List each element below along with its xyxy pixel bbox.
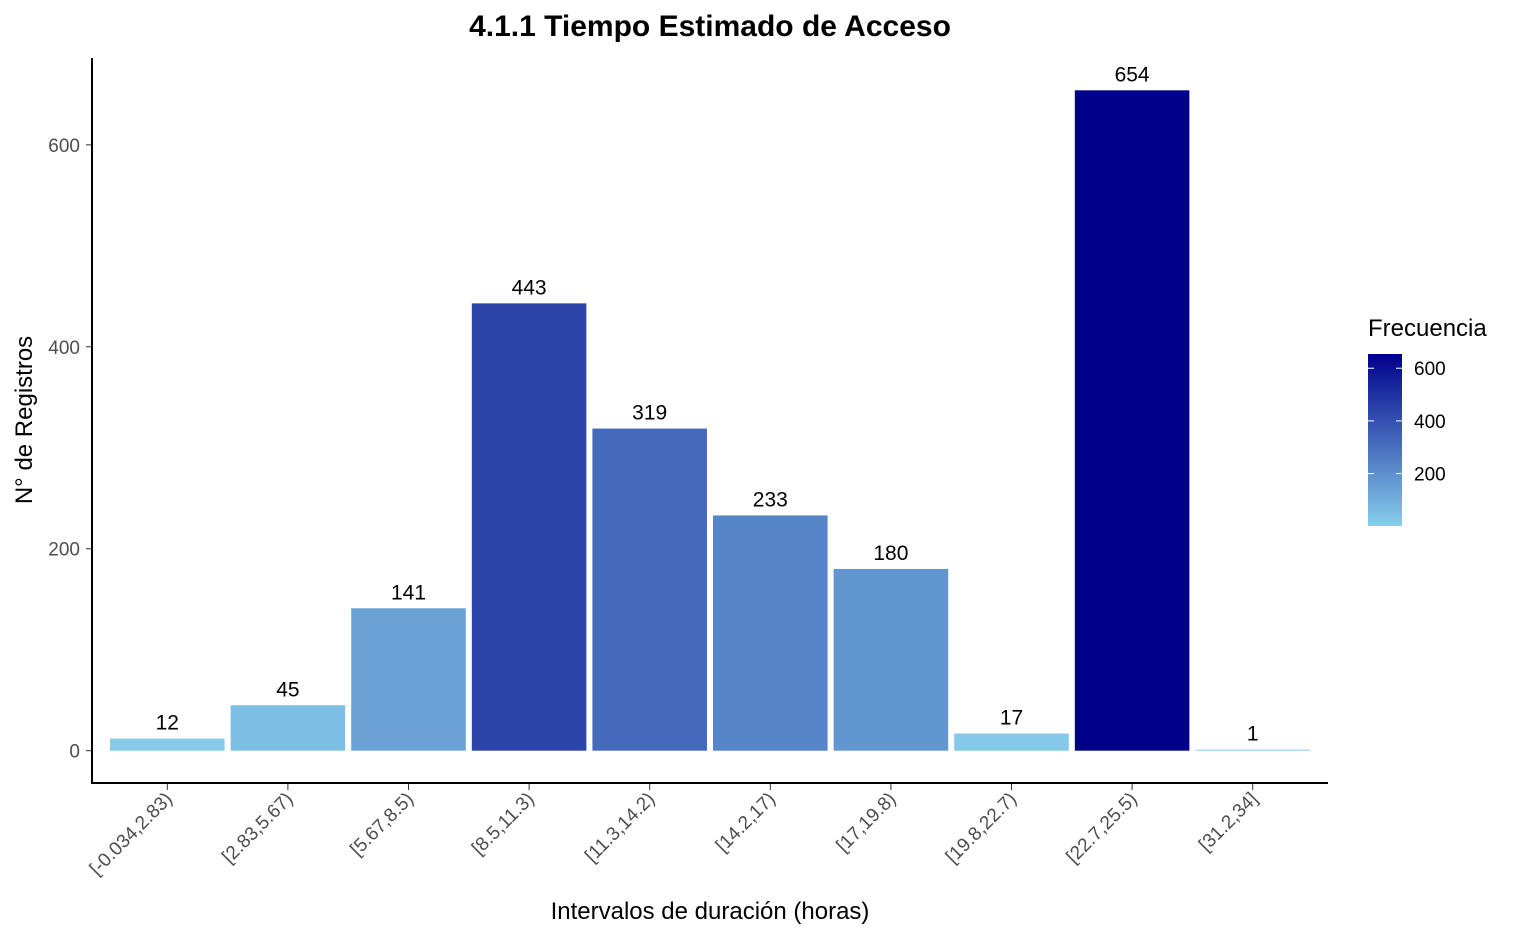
bar-data-label: 654 [1115, 63, 1150, 86]
bars-group [110, 90, 1310, 751]
bar-data-label: 141 [391, 581, 426, 604]
bar [1195, 749, 1310, 751]
x-axis-ticks: [-0.034,2.83) [2.83,5.67) [5.67,8.5) [8.5,1… [86, 784, 1262, 880]
x-tick-label: [8.5,11.3) [468, 789, 539, 860]
bar-data-label: 319 [632, 402, 667, 425]
bar-data-label: 180 [873, 542, 908, 565]
bar [471, 303, 587, 751]
bar-data-label: 233 [753, 488, 788, 511]
y-axis-title: N° de Registros [11, 336, 38, 504]
legend: Frecuencia 200 400 600 [1368, 315, 1487, 526]
legend-ticks: 200 400 600 [1368, 359, 1446, 486]
y-tick-label: 600 [48, 136, 80, 157]
legend-colorbar [1368, 354, 1402, 526]
bar-labels-group: 12 45 141 443 319 233 180 17 654 1 [156, 63, 1259, 745]
bar [954, 733, 1069, 751]
x-tick-label: [31.2,34] [1195, 789, 1262, 856]
bar [592, 428, 707, 751]
bar [1074, 90, 1190, 751]
x-tick-label: [5.67,8.5) [346, 789, 418, 861]
bar [230, 705, 346, 751]
bar-data-label: 443 [512, 276, 547, 299]
legend-tick-label: 200 [1414, 465, 1446, 486]
bar-data-label: 45 [276, 678, 299, 701]
legend-tick-label: 600 [1414, 359, 1446, 380]
x-axis-title: Intervalos de duración (horas) [551, 898, 870, 925]
x-tick-label: [22.7,25.5) [1063, 789, 1142, 868]
y-tick-label: 400 [48, 338, 80, 359]
bar [351, 608, 466, 751]
x-tick-label: [14.2,17) [712, 789, 780, 857]
bar-data-label: 17 [1000, 707, 1023, 730]
bar [713, 515, 828, 751]
bar-data-label: 1 [1247, 723, 1259, 746]
legend-title: Frecuencia [1368, 315, 1487, 342]
x-tick-label: [11.3,14.2) [581, 789, 659, 867]
x-tick-label: [2.83,5.67) [218, 789, 297, 868]
y-axis-ticks: 0 200 400 600 [48, 136, 91, 763]
bar [110, 738, 225, 751]
bar [833, 568, 949, 751]
bar-data-label: 12 [156, 712, 179, 735]
y-tick-label: 0 [69, 742, 80, 763]
chart-title: 4.1.1 Tiempo Estimado de Acceso [469, 10, 951, 43]
legend-tick-label: 400 [1414, 412, 1446, 433]
x-tick-label: [17,19.8) [833, 789, 901, 857]
x-tick-label: [19.8,22.7) [942, 789, 1021, 868]
y-tick-label: 200 [48, 540, 80, 561]
x-tick-label: [-0.034,2.83) [86, 789, 177, 880]
